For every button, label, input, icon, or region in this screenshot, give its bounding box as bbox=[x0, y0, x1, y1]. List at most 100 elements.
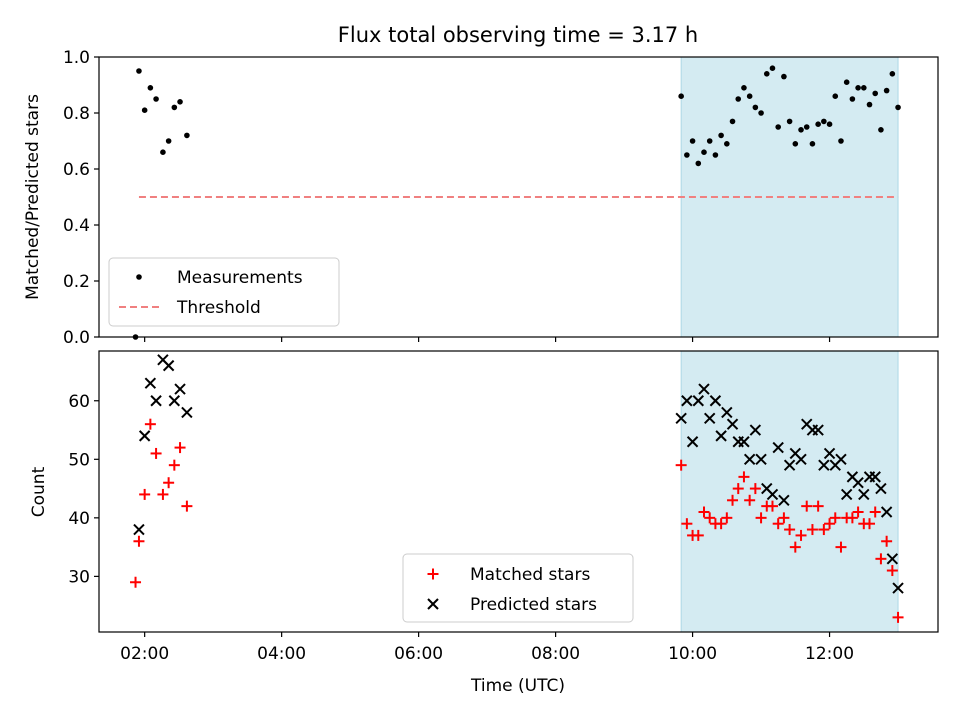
legend-box bbox=[402, 553, 634, 623]
measurement-point bbox=[706, 138, 713, 144]
matched-star-point bbox=[744, 494, 756, 506]
measurement-point bbox=[160, 149, 166, 155]
measurement-point bbox=[883, 87, 890, 94]
matched-star-point bbox=[886, 565, 898, 577]
legend-measurement-label: Measurements bbox=[177, 268, 303, 288]
ratio-plot-frame bbox=[98, 56, 939, 338]
measurement-point bbox=[136, 68, 142, 74]
predicted-star-point bbox=[738, 436, 750, 448]
predicted-star-point bbox=[818, 459, 830, 471]
matched-star-point bbox=[174, 442, 186, 454]
x-tick-label: 04:00 bbox=[257, 644, 306, 664]
measurement-point bbox=[775, 124, 781, 130]
predicted-star-point bbox=[755, 453, 767, 466]
matched-star-point bbox=[778, 512, 790, 524]
matched-star-point bbox=[829, 512, 841, 524]
x-tick-label: 06:00 bbox=[394, 644, 443, 664]
ratio-y-tick-label: 0.8 bbox=[63, 104, 90, 124]
ratio-y-tick-label: 0.0 bbox=[63, 328, 90, 348]
measurement-point bbox=[895, 104, 901, 111]
matched-star-point bbox=[755, 512, 767, 524]
measurement-point bbox=[803, 124, 810, 130]
ratio-y-tick-label: 0.2 bbox=[63, 272, 90, 292]
matched-star-point bbox=[852, 506, 864, 518]
predicted-star-point bbox=[743, 453, 756, 466]
matched-star-point bbox=[692, 529, 704, 541]
matched-star-point bbox=[846, 512, 858, 524]
predicted-star-point bbox=[858, 488, 870, 501]
measurement-point bbox=[861, 85, 867, 91]
measurement-point bbox=[769, 65, 776, 71]
measurement-point bbox=[165, 138, 172, 144]
measurement-point bbox=[147, 85, 154, 91]
predicted-star-point bbox=[133, 523, 145, 536]
predicted-star-point bbox=[703, 412, 716, 425]
predicted-star-point bbox=[778, 494, 790, 506]
matched-star-point bbox=[806, 524, 818, 536]
count-legend: Matched stars Predicted stars bbox=[402, 553, 634, 623]
matched-star-point bbox=[133, 535, 145, 547]
measurement-point bbox=[712, 152, 719, 158]
measurement-point bbox=[758, 110, 764, 116]
predicted-star-point bbox=[181, 406, 193, 419]
matched-star-point bbox=[168, 459, 180, 471]
matched-star-point bbox=[875, 553, 887, 565]
legend-matched-label: Matched stars bbox=[470, 565, 590, 585]
measurement-point bbox=[153, 96, 159, 102]
legend-threshold-label: Threshold bbox=[176, 298, 261, 318]
measurement-point bbox=[798, 127, 804, 133]
x-axis-label: Time (UTC) bbox=[470, 676, 565, 696]
matched-star-point bbox=[181, 500, 193, 512]
predicted-star-point bbox=[709, 395, 722, 407]
measurement-point bbox=[184, 132, 190, 139]
x-tick-label: 08:00 bbox=[531, 644, 580, 664]
x-tick-label: 10:00 bbox=[668, 644, 717, 664]
matched-star-point bbox=[675, 459, 687, 471]
measurement-point bbox=[838, 138, 844, 144]
legend-predicted-label: Predicted stars bbox=[470, 595, 597, 615]
matched-star-point bbox=[881, 535, 893, 547]
predicted-star-point bbox=[144, 377, 157, 389]
ratio-panel: 0.0 0.2 0.4 0.6 0.8 1.0 Matched/Predicted sta… bbox=[23, 48, 939, 348]
matched-star-point bbox=[892, 611, 904, 623]
predicted-star-point bbox=[168, 395, 181, 407]
matched-star-point bbox=[772, 518, 784, 530]
matched-star-point bbox=[789, 541, 801, 553]
predicted-star-point bbox=[892, 582, 904, 594]
matched-star-point bbox=[163, 477, 175, 489]
predicted-star-point bbox=[726, 418, 739, 430]
matched-star-point bbox=[869, 506, 881, 518]
matched-star-point bbox=[130, 576, 142, 588]
predicted-star-point bbox=[721, 406, 733, 419]
legend-predicted-marker bbox=[427, 598, 439, 610]
measurement-point bbox=[792, 141, 799, 147]
matched-star-point bbox=[784, 524, 796, 536]
measurement-point bbox=[741, 85, 747, 91]
predicted-star-point bbox=[852, 477, 864, 489]
matched-star-point bbox=[150, 447, 162, 459]
measurement-point bbox=[832, 93, 839, 99]
x-tick-label: 12:00 bbox=[805, 644, 854, 664]
predicted-star-point bbox=[880, 506, 893, 518]
predicted-star-point bbox=[692, 395, 704, 407]
count-plot-frame bbox=[98, 350, 939, 633]
predicted-star-point bbox=[795, 453, 807, 466]
matched-star-point bbox=[704, 512, 716, 524]
measurement-point bbox=[752, 104, 759, 111]
matched-star-point bbox=[732, 483, 744, 495]
predicted-star-point bbox=[715, 430, 727, 442]
predicted-star-point bbox=[686, 436, 699, 448]
measurement-point bbox=[718, 132, 724, 139]
matched-star-point bbox=[738, 471, 750, 483]
matched-star-point bbox=[801, 500, 813, 512]
predicted-star-point bbox=[138, 430, 151, 442]
matched-star-point bbox=[795, 529, 807, 541]
predicted-star-point bbox=[174, 383, 186, 395]
legend-matched-marker bbox=[427, 568, 439, 580]
measurement-point bbox=[878, 127, 884, 133]
matched-star-point bbox=[139, 488, 151, 500]
measurement-point bbox=[746, 93, 753, 99]
ratio-y-tick-label: 0.6 bbox=[63, 160, 90, 180]
